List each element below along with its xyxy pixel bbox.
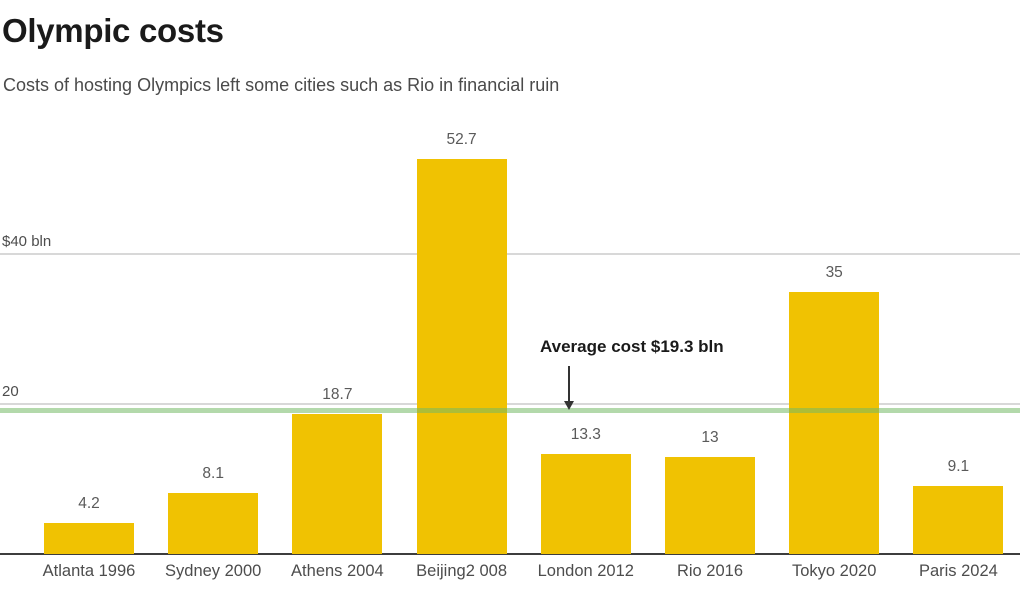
x-axis-label-beijing2-008: Beijing2 008 <box>416 562 507 580</box>
bar-rio-2016 <box>665 456 755 554</box>
value-label-beijing2-008: 52.7 <box>446 130 477 148</box>
annotation-arrow-line <box>568 366 570 403</box>
value-label-rio-2016: 13 <box>701 428 719 446</box>
x-axis-label-london-2012: London 2012 <box>537 562 634 580</box>
value-label-atlanta-1996: 4.2 <box>78 494 100 512</box>
chart-subtitle: Costs of hosting Olympics left some citi… <box>3 75 560 95</box>
bar-paris-2024 <box>913 485 1004 554</box>
x-axis-label-athens-2004: Athens 2004 <box>291 562 384 580</box>
chart-title: Olympic costs <box>2 12 224 49</box>
x-axis-label-paris-2024: Paris 2024 <box>918 562 998 580</box>
x-axis-label-atlanta-1996: Atlanta 1996 <box>42 562 136 580</box>
average-line <box>0 408 1020 414</box>
gridline-40 <box>0 253 1020 255</box>
y-tick-label-20: 20 <box>2 383 19 400</box>
value-label-athens-2004: 18.7 <box>322 385 353 403</box>
value-label-sydney-2000: 8.1 <box>202 465 224 483</box>
y-tick-label-40: $40 bln <box>2 233 52 250</box>
bar-sydney-2000 <box>168 493 259 554</box>
bar-atlanta-1996 <box>44 522 134 554</box>
bar-beijing2-008 <box>416 158 507 554</box>
gridline-20 <box>0 403 1020 405</box>
x-axis-line <box>0 553 1020 555</box>
x-axis-label-sydney-2000: Sydney 2000 <box>165 562 262 580</box>
value-label-paris-2024: 9.1 <box>947 457 970 475</box>
value-label-tokyo-2020: 35 <box>825 263 843 281</box>
bar-london-2012 <box>540 454 631 554</box>
x-axis-label-rio-2016: Rio 2016 <box>676 562 744 580</box>
value-label-london-2012: 13.3 <box>570 426 601 444</box>
annotation-arrow-head-icon <box>564 401 574 410</box>
x-axis-label-tokyo-2020: Tokyo 2020 <box>791 562 877 580</box>
bar-tokyo-2020 <box>789 291 880 554</box>
average-cost-annotation: Average cost $19.3 bln <box>540 337 724 356</box>
bar-athens-2004 <box>292 413 383 554</box>
